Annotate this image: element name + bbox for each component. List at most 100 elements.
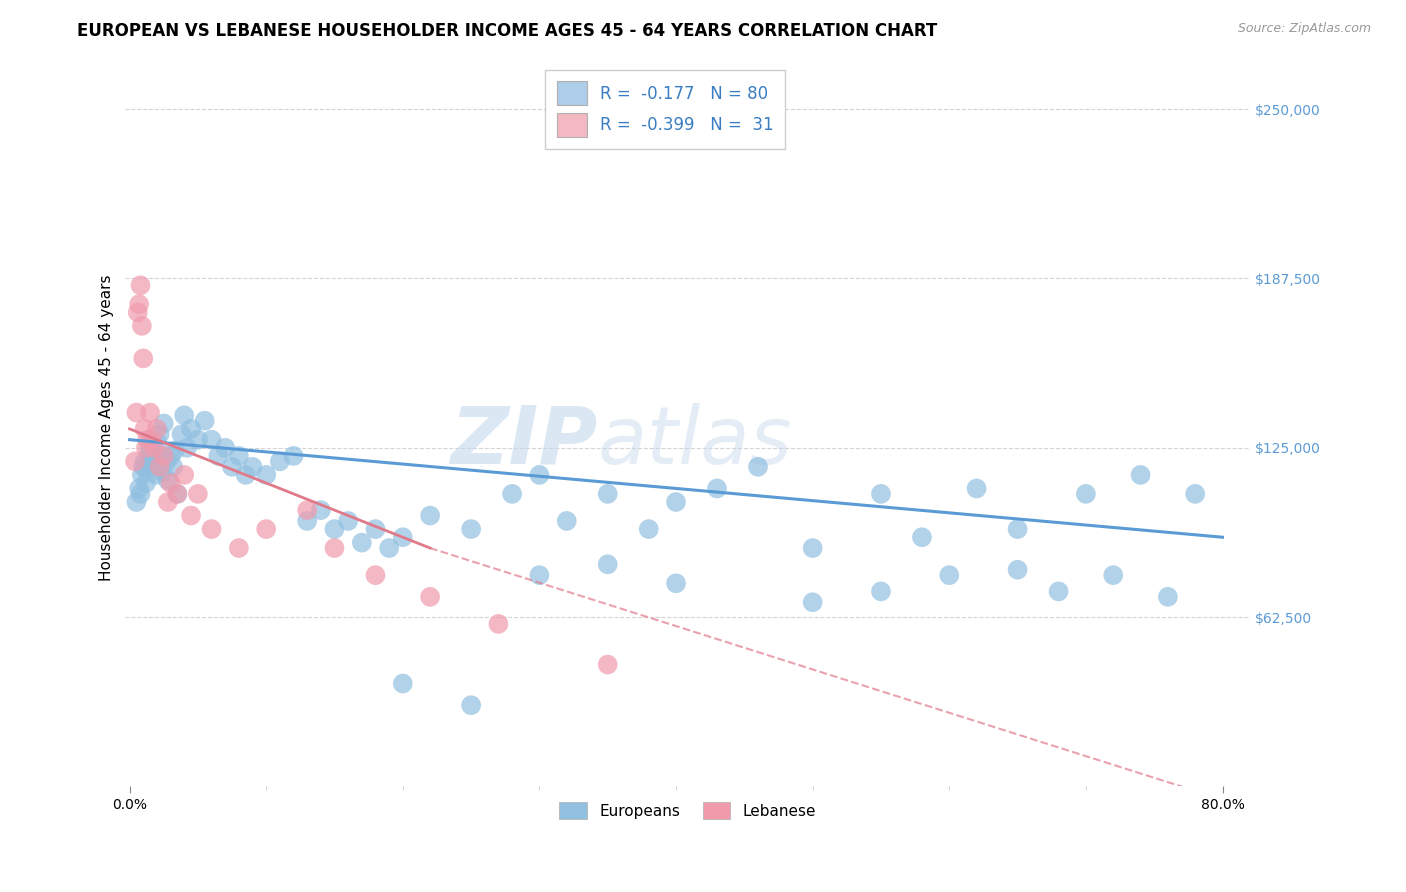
Point xyxy=(131,467,153,482)
Point xyxy=(124,454,146,468)
Point xyxy=(143,446,166,460)
Point xyxy=(254,467,277,482)
Point xyxy=(596,558,619,572)
Point xyxy=(136,462,159,476)
Point xyxy=(529,568,551,582)
Text: EUROPEAN VS LEBANESE HOUSEHOLDER INCOME AGES 45 - 64 YEARS CORRELATION CHART: EUROPEAN VS LEBANESE HOUSEHOLDER INCOME … xyxy=(77,22,938,40)
Point xyxy=(1129,467,1152,482)
Point xyxy=(138,449,160,463)
Text: Source: ZipAtlas.com: Source: ZipAtlas.com xyxy=(1237,22,1371,36)
Point xyxy=(242,459,264,474)
Point xyxy=(132,351,155,366)
Point xyxy=(1184,487,1206,501)
Point xyxy=(364,522,387,536)
Point xyxy=(228,449,250,463)
Point xyxy=(295,514,318,528)
Point xyxy=(170,427,193,442)
Point xyxy=(378,541,401,555)
Point xyxy=(966,482,988,496)
Point xyxy=(142,457,165,471)
Point xyxy=(152,449,174,463)
Point xyxy=(163,443,186,458)
Point xyxy=(200,433,222,447)
Point xyxy=(156,495,179,509)
Point xyxy=(419,590,441,604)
Point xyxy=(149,459,172,474)
Point xyxy=(180,422,202,436)
Text: atlas: atlas xyxy=(598,403,793,481)
Point xyxy=(460,522,482,536)
Point xyxy=(488,616,510,631)
Point xyxy=(180,508,202,523)
Point xyxy=(555,514,578,528)
Point xyxy=(132,459,155,474)
Point xyxy=(391,676,413,690)
Point xyxy=(128,297,150,311)
Point xyxy=(135,476,157,491)
Point xyxy=(1047,584,1070,599)
Point xyxy=(1102,568,1125,582)
Point xyxy=(309,503,332,517)
Point xyxy=(143,441,166,455)
Point xyxy=(364,568,387,582)
Point xyxy=(194,414,217,428)
Point xyxy=(706,482,728,496)
Point xyxy=(665,495,688,509)
Point xyxy=(155,454,177,468)
Point xyxy=(801,541,824,555)
Point xyxy=(176,441,198,455)
Point xyxy=(747,459,769,474)
Point xyxy=(129,487,152,501)
Point xyxy=(134,422,156,436)
Point xyxy=(419,508,441,523)
Point xyxy=(228,541,250,555)
Point xyxy=(187,433,209,447)
Point xyxy=(221,459,243,474)
Point xyxy=(136,433,159,447)
Point xyxy=(870,584,893,599)
Point xyxy=(127,305,149,319)
Point xyxy=(146,435,169,450)
Point xyxy=(173,467,195,482)
Point xyxy=(145,467,167,482)
Point xyxy=(146,422,169,436)
Point xyxy=(166,487,188,501)
Point xyxy=(337,514,360,528)
Point xyxy=(162,459,184,474)
Point xyxy=(173,409,195,423)
Point xyxy=(323,522,346,536)
Point xyxy=(139,441,162,455)
Point xyxy=(501,487,523,501)
Point xyxy=(323,541,346,555)
Point xyxy=(166,487,188,501)
Point xyxy=(870,487,893,501)
Point xyxy=(131,318,153,333)
Point xyxy=(529,467,551,482)
Point xyxy=(135,441,157,455)
Point xyxy=(637,522,659,536)
Point xyxy=(801,595,824,609)
Point xyxy=(596,657,619,672)
Point xyxy=(150,465,173,479)
Point xyxy=(235,467,257,482)
Point xyxy=(283,449,305,463)
Point xyxy=(156,473,179,487)
Point xyxy=(938,568,960,582)
Point xyxy=(159,449,181,463)
Point xyxy=(150,451,173,466)
Point xyxy=(665,576,688,591)
Point xyxy=(269,454,291,468)
Point xyxy=(139,406,162,420)
Point xyxy=(350,535,373,549)
Point xyxy=(1157,590,1180,604)
Point xyxy=(128,482,150,496)
Point xyxy=(207,449,229,463)
Point xyxy=(129,278,152,293)
Point xyxy=(149,427,172,442)
Point xyxy=(214,441,236,455)
Point xyxy=(200,522,222,536)
Point xyxy=(134,454,156,468)
Point xyxy=(148,459,170,474)
Point xyxy=(911,530,934,544)
Point xyxy=(141,433,163,447)
